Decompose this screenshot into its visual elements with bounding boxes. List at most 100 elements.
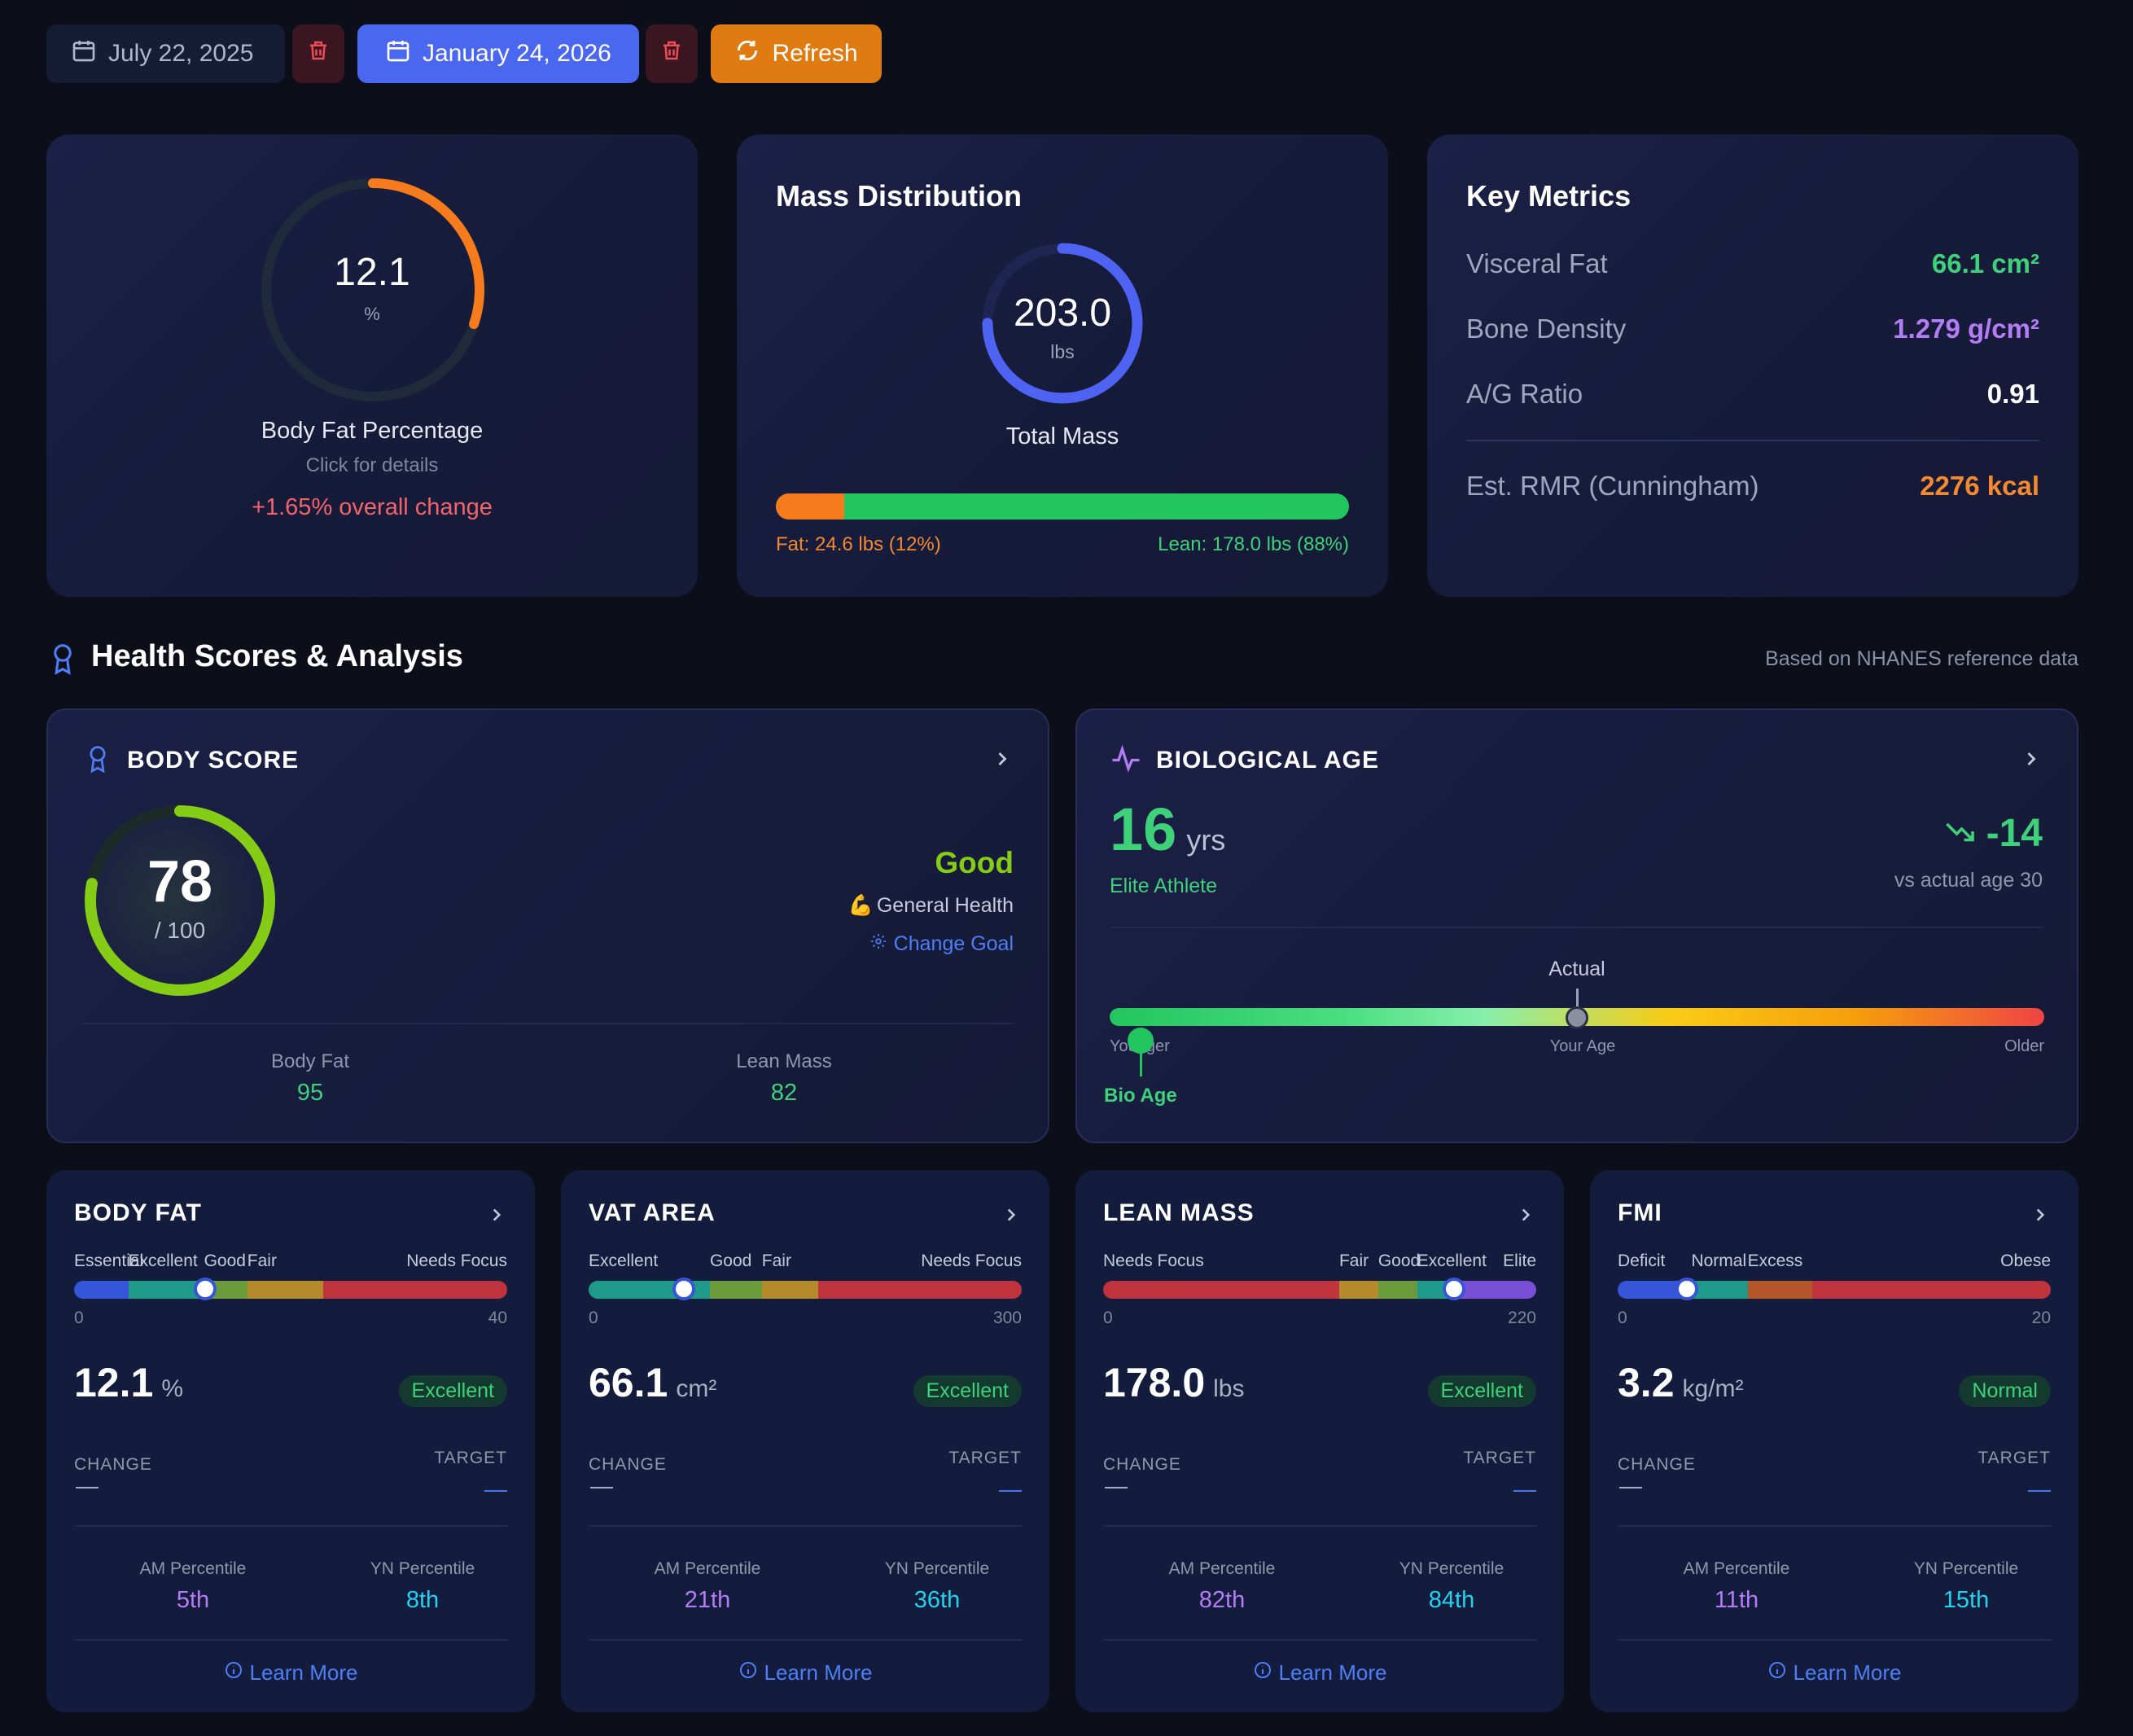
range-min: 0: [74, 1309, 84, 1327]
learn-more-link[interactable]: Learn More: [561, 1660, 1049, 1686]
range-max: 300: [992, 1309, 1022, 1327]
lean-mass-text: Lean: 178.0 lbs (88%): [1158, 533, 1349, 555]
band-label: Needs Focus: [921, 1252, 1022, 1270]
metric-card-fmi[interactable]: FMI Deficit Normal Excess Obese 0 20 3.2 kg/m² No…: [1590, 1170, 2078, 1712]
metric-row-visceral-fat: Visceral Fat 66.1 cm²: [1466, 248, 2039, 279]
fat-mass-text: Fat: 24.6 lbs (12%): [776, 533, 941, 555]
yn-percentile-value: 15th: [1942, 1587, 1990, 1613]
metric-readout: 12.1%: [74, 1359, 183, 1406]
body-fat-label: Body Fat Percentage: [261, 418, 484, 444]
key-metrics-title: Key Metrics: [1466, 179, 1632, 213]
status-badge: Excellent: [1427, 1375, 1536, 1407]
chevron-right-icon[interactable]: [486, 1203, 507, 1231]
am-percentile-label: AM Percentile: [1168, 1559, 1276, 1578]
start-date-picker[interactable]: July 22, 2025: [46, 24, 285, 83]
am-percentile-label: AM Percentile: [1683, 1559, 1790, 1578]
info-icon: [738, 1660, 758, 1686]
chevron-right-icon[interactable]: [2030, 1203, 2051, 1231]
metric-value: 0.91: [1986, 379, 2039, 409]
mass-distribution-title: Mass Distribution: [776, 179, 1023, 213]
range-min: 0: [1618, 1309, 1627, 1327]
band-label: Deficit: [1618, 1252, 1666, 1270]
band-labels: Essential Excellent Good Fair Needs Focus: [74, 1252, 507, 1274]
body-score-title: BODY SCORE: [127, 747, 300, 774]
target-label: TARGET: [1463, 1449, 1536, 1467]
yn-percentile-value: 36th: [913, 1587, 961, 1613]
chevron-right-icon[interactable]: [2020, 746, 2043, 776]
key-metrics-card: Key Metrics Visceral Fat 66.1 cm² Bone D…: [1427, 134, 2078, 597]
target-value[interactable]: —: [2028, 1476, 2051, 1501]
learn-more-link[interactable]: Learn More: [1075, 1660, 1564, 1686]
band-segment: [709, 1281, 762, 1299]
metric-card-lean-mass[interactable]: LEAN MASS Needs Focus Fair Good Excellent Eli…: [1075, 1170, 1564, 1712]
change-label: CHANGE: [589, 1455, 667, 1474]
metric-unit: cm²: [676, 1375, 717, 1402]
trending-down-icon: [1944, 819, 1977, 848]
yn-percentile-label: YN Percentile: [1399, 1559, 1504, 1578]
delete-end-date-button[interactable]: [646, 24, 698, 83]
learn-more-link[interactable]: Learn More: [46, 1660, 535, 1686]
band-label: Fair: [1338, 1252, 1369, 1270]
body-fat-change: +1.65% overall change: [252, 494, 493, 520]
card-divider: [74, 1525, 507, 1527]
actual-age-tick: [1576, 989, 1579, 1013]
learn-more-link[interactable]: Learn More: [1590, 1660, 2078, 1686]
status-badge: Excellent: [398, 1375, 507, 1407]
band-segment: [1377, 1281, 1417, 1299]
reference-note: Based on NHANES reference data: [1765, 647, 2078, 670]
band-label: Essential: [74, 1252, 144, 1270]
metric-row-rmr: Est. RMR (Cunningham) 2276 kcal: [1466, 471, 2039, 502]
target-value[interactable]: —: [999, 1476, 1022, 1501]
end-date-picker[interactable]: January 24, 2026: [357, 24, 639, 83]
scale-older-label: Older: [2004, 1037, 2044, 1055]
metric-unit: %: [161, 1375, 184, 1402]
refresh-icon: [734, 37, 760, 70]
metric-value: 3.2: [1618, 1360, 1675, 1405]
band-segment: [817, 1281, 1022, 1299]
body-fat-summary-card[interactable]: 12.1 % Body Fat Percentage Click for det…: [46, 134, 698, 597]
change-goal-button[interactable]: Change Goal: [869, 932, 1014, 956]
metric-readout: 178.0 lbs: [1103, 1359, 1244, 1406]
metric-value: 1.279 g/cm²: [1893, 313, 2039, 344]
total-mass-ring-arc: [982, 243, 1143, 404]
band-segment: [128, 1281, 204, 1299]
metric-value: 66.1: [589, 1360, 668, 1405]
bio-age-value: 16: [1110, 796, 1177, 863]
chevron-right-icon[interactable]: [991, 746, 1014, 776]
band-labels: Needs Focus Fair Good Excellent Elite: [1103, 1252, 1536, 1274]
actual-age-text: vs actual age 30: [1894, 869, 2043, 892]
learn-more-label: Learn More: [1278, 1660, 1387, 1685]
age-delta-value: -14: [1986, 812, 2043, 855]
band-segment: [1812, 1281, 2051, 1299]
metric-label: Bone Density: [1466, 313, 1627, 344]
change-label: CHANGE: [1618, 1455, 1696, 1474]
body-score-value: 78: [147, 849, 213, 914]
target-value[interactable]: —: [484, 1476, 507, 1501]
info-icon: [1253, 1660, 1272, 1686]
learn-more-label: Learn More: [249, 1660, 358, 1685]
chevron-right-icon[interactable]: [1001, 1203, 1022, 1231]
card-divider: [1618, 1525, 2051, 1527]
yn-percentile-label: YN Percentile: [370, 1559, 475, 1578]
refresh-button[interactable]: Refresh: [711, 24, 882, 83]
change-label: CHANGE: [1103, 1455, 1181, 1474]
target-value[interactable]: —: [1513, 1476, 1536, 1501]
sub-score-label-body-fat: Body Fat: [270, 1050, 350, 1072]
chevron-right-icon[interactable]: [1515, 1203, 1536, 1231]
biological-age-card[interactable]: BIOLOGICAL AGE 16 yrs Elite Athlete -14 …: [1075, 708, 2078, 1143]
refresh-label: Refresh: [772, 40, 858, 67]
delete-start-date-button[interactable]: [292, 24, 344, 83]
range-bar: [74, 1281, 507, 1299]
range-marker: [1442, 1278, 1465, 1300]
body-score-card[interactable]: BODY SCORE 78 / 100 Good 💪 General Healt…: [46, 708, 1049, 1143]
range-max: 40: [488, 1309, 507, 1327]
body-score-max: / 100: [154, 918, 206, 943]
range-marker: [1675, 1278, 1699, 1300]
metric-value: 178.0: [1103, 1360, 1206, 1405]
metric-readout: 66.1 cm²: [589, 1359, 716, 1406]
metric-card-body-fat[interactable]: BODY FAT Essential Excellent Good Fair Needs …: [46, 1170, 535, 1712]
bio-age-scale: Actual Younger Your Age Older Bio Age: [1104, 954, 2044, 1133]
metric-card-title: LEAN MASS: [1103, 1199, 1255, 1226]
metric-card-vat-area[interactable]: VAT AREA Excellent Good Fair Needs Focus 0 300…: [561, 1170, 1049, 1712]
target-label: TARGET: [948, 1449, 1022, 1467]
